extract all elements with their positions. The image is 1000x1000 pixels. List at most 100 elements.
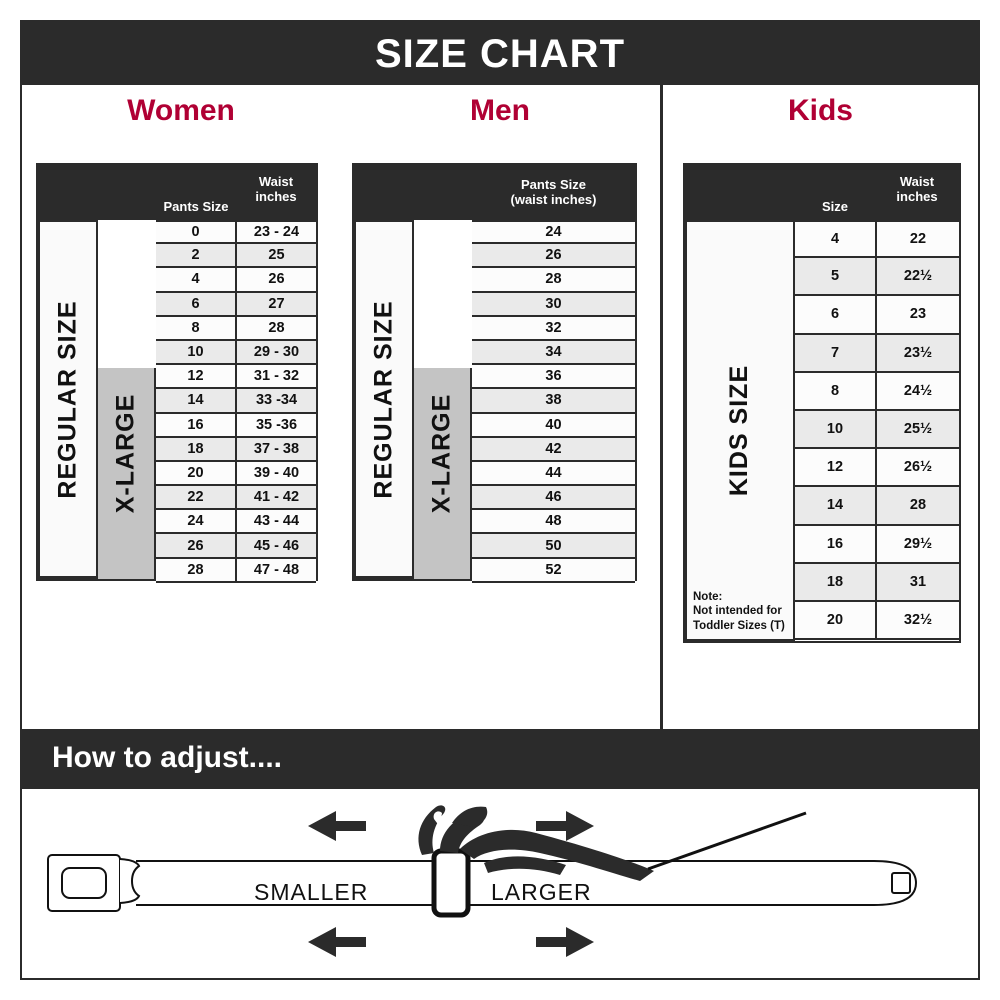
kids-note-line2: Not intended for <box>693 605 782 618</box>
table-row: 18 37 - 38 <box>156 437 316 462</box>
table-row: 18 31 <box>795 563 959 602</box>
kids-cell-waist: 23 <box>875 296 959 333</box>
women-cell-waist: 37 - 38 <box>235 437 316 460</box>
women-xlarge-band: X-LARGE <box>96 368 156 579</box>
kids-size-table: Size Waist inches KIDS SIZE Note: Not in… <box>683 163 961 643</box>
size-panels: Women Pants Size Waist inches <box>22 85 978 790</box>
men-table-header: Pants Size (waist inches) <box>354 165 635 220</box>
kids-label-box: KIDS SIZE Note: Not intended for Toddler… <box>685 220 795 641</box>
kids-cell-size: 12 <box>795 449 875 486</box>
arrow-right-top-icon <box>536 811 594 841</box>
table-row: 7 23½ <box>795 334 959 373</box>
kids-col-waist-line1: Waist <box>899 174 935 190</box>
table-row: 52 <box>472 558 635 583</box>
kids-cell-waist: 29½ <box>875 525 959 562</box>
table-row: 42 <box>472 437 635 462</box>
belt-slider <box>431 848 471 918</box>
kids-rows: 4 22 5 22½ 6 23 7 23½ 8 24½ 10 25½ 12 26½ 14 28 16 29½ 18 3… <box>795 220 959 641</box>
kids-table-header: Size Waist inches <box>685 165 959 220</box>
table-row: 24 43 - 44 <box>156 510 316 535</box>
table-row: 40 <box>472 413 635 438</box>
women-cell-waist: 41 - 42 <box>235 486 316 509</box>
table-row: 14 28 <box>795 487 959 526</box>
women-cell-size: 18 <box>156 437 235 460</box>
women-col-pants-size: Pants Size <box>163 199 229 215</box>
men-cell-size: 28 <box>472 268 635 291</box>
table-row: 10 29 - 30 <box>156 340 316 366</box>
table-row: 0 23 - 24 <box>156 220 316 245</box>
table-row: 26 <box>472 244 635 269</box>
kids-cell-waist: 32½ <box>875 601 959 639</box>
table-row: 16 35 -36 <box>156 413 316 438</box>
panel-heading-kids: Kids <box>787 94 853 127</box>
men-col-line2: (waist inches) <box>510 191 597 207</box>
pointer-line <box>647 811 807 871</box>
women-cell-waist: 28 <box>235 316 316 339</box>
kids-note: Note: Not intended for Toddler Sizes (T) <box>693 590 785 633</box>
table-row: 10 25½ <box>795 410 959 450</box>
table-row: 12 26½ <box>795 449 959 488</box>
kids-cell-waist: 23½ <box>875 334 959 371</box>
women-cell-waist: 31 - 32 <box>235 365 316 388</box>
table-row: 2 25 <box>156 244 316 269</box>
kids-cell-size: 4 <box>795 222 875 257</box>
table-row: 38 <box>472 389 635 414</box>
men-col-pants-size: Pants Size (waist inches) <box>472 177 635 208</box>
table-row: 4 22 <box>795 220 959 259</box>
men-cell-size: 42 <box>472 437 635 460</box>
kids-cell-waist: 26½ <box>875 449 959 486</box>
table-row: 48 <box>472 510 635 535</box>
women-cell-size: 12 <box>156 365 235 388</box>
kids-cell-waist: 24½ <box>875 372 959 409</box>
kids-cell-waist: 25½ <box>875 410 959 448</box>
kids-cell-size: 8 <box>795 372 875 409</box>
women-cell-size: 24 <box>156 510 235 533</box>
table-row: 30 <box>472 292 635 317</box>
kids-cell-size: 18 <box>795 563 875 600</box>
adjust-larger-label: LARGER <box>491 879 592 905</box>
women-cell-size: 26 <box>156 534 235 557</box>
how-to-adjust-bar: How to adjust.... <box>22 729 978 787</box>
table-row: 8 28 <box>156 316 316 341</box>
women-cell-waist: 27 <box>235 292 316 315</box>
kids-col-waist: Waist inches <box>875 165 959 220</box>
kids-cell-size: 16 <box>795 525 875 562</box>
women-col-waist: Waist inches <box>236 165 316 220</box>
kids-cell-size: 5 <box>795 258 875 295</box>
adjust-illustration: SMALLER LARGER <box>36 793 964 973</box>
men-regular-band: REGULAR SIZE <box>354 220 414 578</box>
women-cell-waist: 43 - 44 <box>235 510 316 533</box>
men-cell-size: 48 <box>472 510 635 533</box>
men-cell-size: 30 <box>472 292 635 315</box>
women-rows: 0 23 - 24 2 25 4 26 6 27 8 28 10 29 - 30 12 31 - 32 14… <box>156 220 316 583</box>
men-xlarge-band: X-LARGE <box>412 368 472 579</box>
women-cell-size: 16 <box>156 413 235 436</box>
women-regular-band: REGULAR SIZE <box>38 220 98 578</box>
women-cell-waist: 25 <box>235 244 316 267</box>
men-cell-size: 46 <box>472 486 635 509</box>
panel-women: Women Pants Size Waist inches <box>22 85 500 790</box>
kids-cell-waist: 31 <box>875 563 959 600</box>
panel-kids: Kids Size Waist inches KIDS SIZE <box>660 85 978 766</box>
kids-cell-waist: 22 <box>875 222 959 257</box>
page-title: SIZE CHART <box>375 31 625 76</box>
how-to-adjust-title: How to adjust.... <box>52 741 282 774</box>
women-cell-waist: 47 - 48 <box>235 558 316 581</box>
table-row: 6 27 <box>156 292 316 317</box>
table-row: 26 45 - 46 <box>156 534 316 559</box>
men-cell-size: 36 <box>472 365 635 388</box>
table-row: 8 24½ <box>795 372 959 411</box>
chart-frame: SIZE CHART Women Pants Size Waist inches <box>20 20 980 980</box>
table-row: 16 29½ <box>795 525 959 564</box>
kids-col-waist-line2: inches <box>896 189 938 204</box>
men-cell-size: 40 <box>472 413 635 436</box>
kids-cell-size: 7 <box>795 334 875 371</box>
women-cell-waist: 45 - 46 <box>235 534 316 557</box>
kids-note-line3: Toddler Sizes (T) <box>693 619 785 632</box>
women-table-header: Pants Size Waist inches <box>38 165 316 220</box>
women-cell-size: 10 <box>156 340 235 364</box>
women-cell-waist: 39 - 40 <box>235 461 316 485</box>
women-cell-waist: 23 - 24 <box>235 222 316 243</box>
table-row: 46 <box>472 486 635 511</box>
kids-note-line1: Note: <box>693 590 723 603</box>
